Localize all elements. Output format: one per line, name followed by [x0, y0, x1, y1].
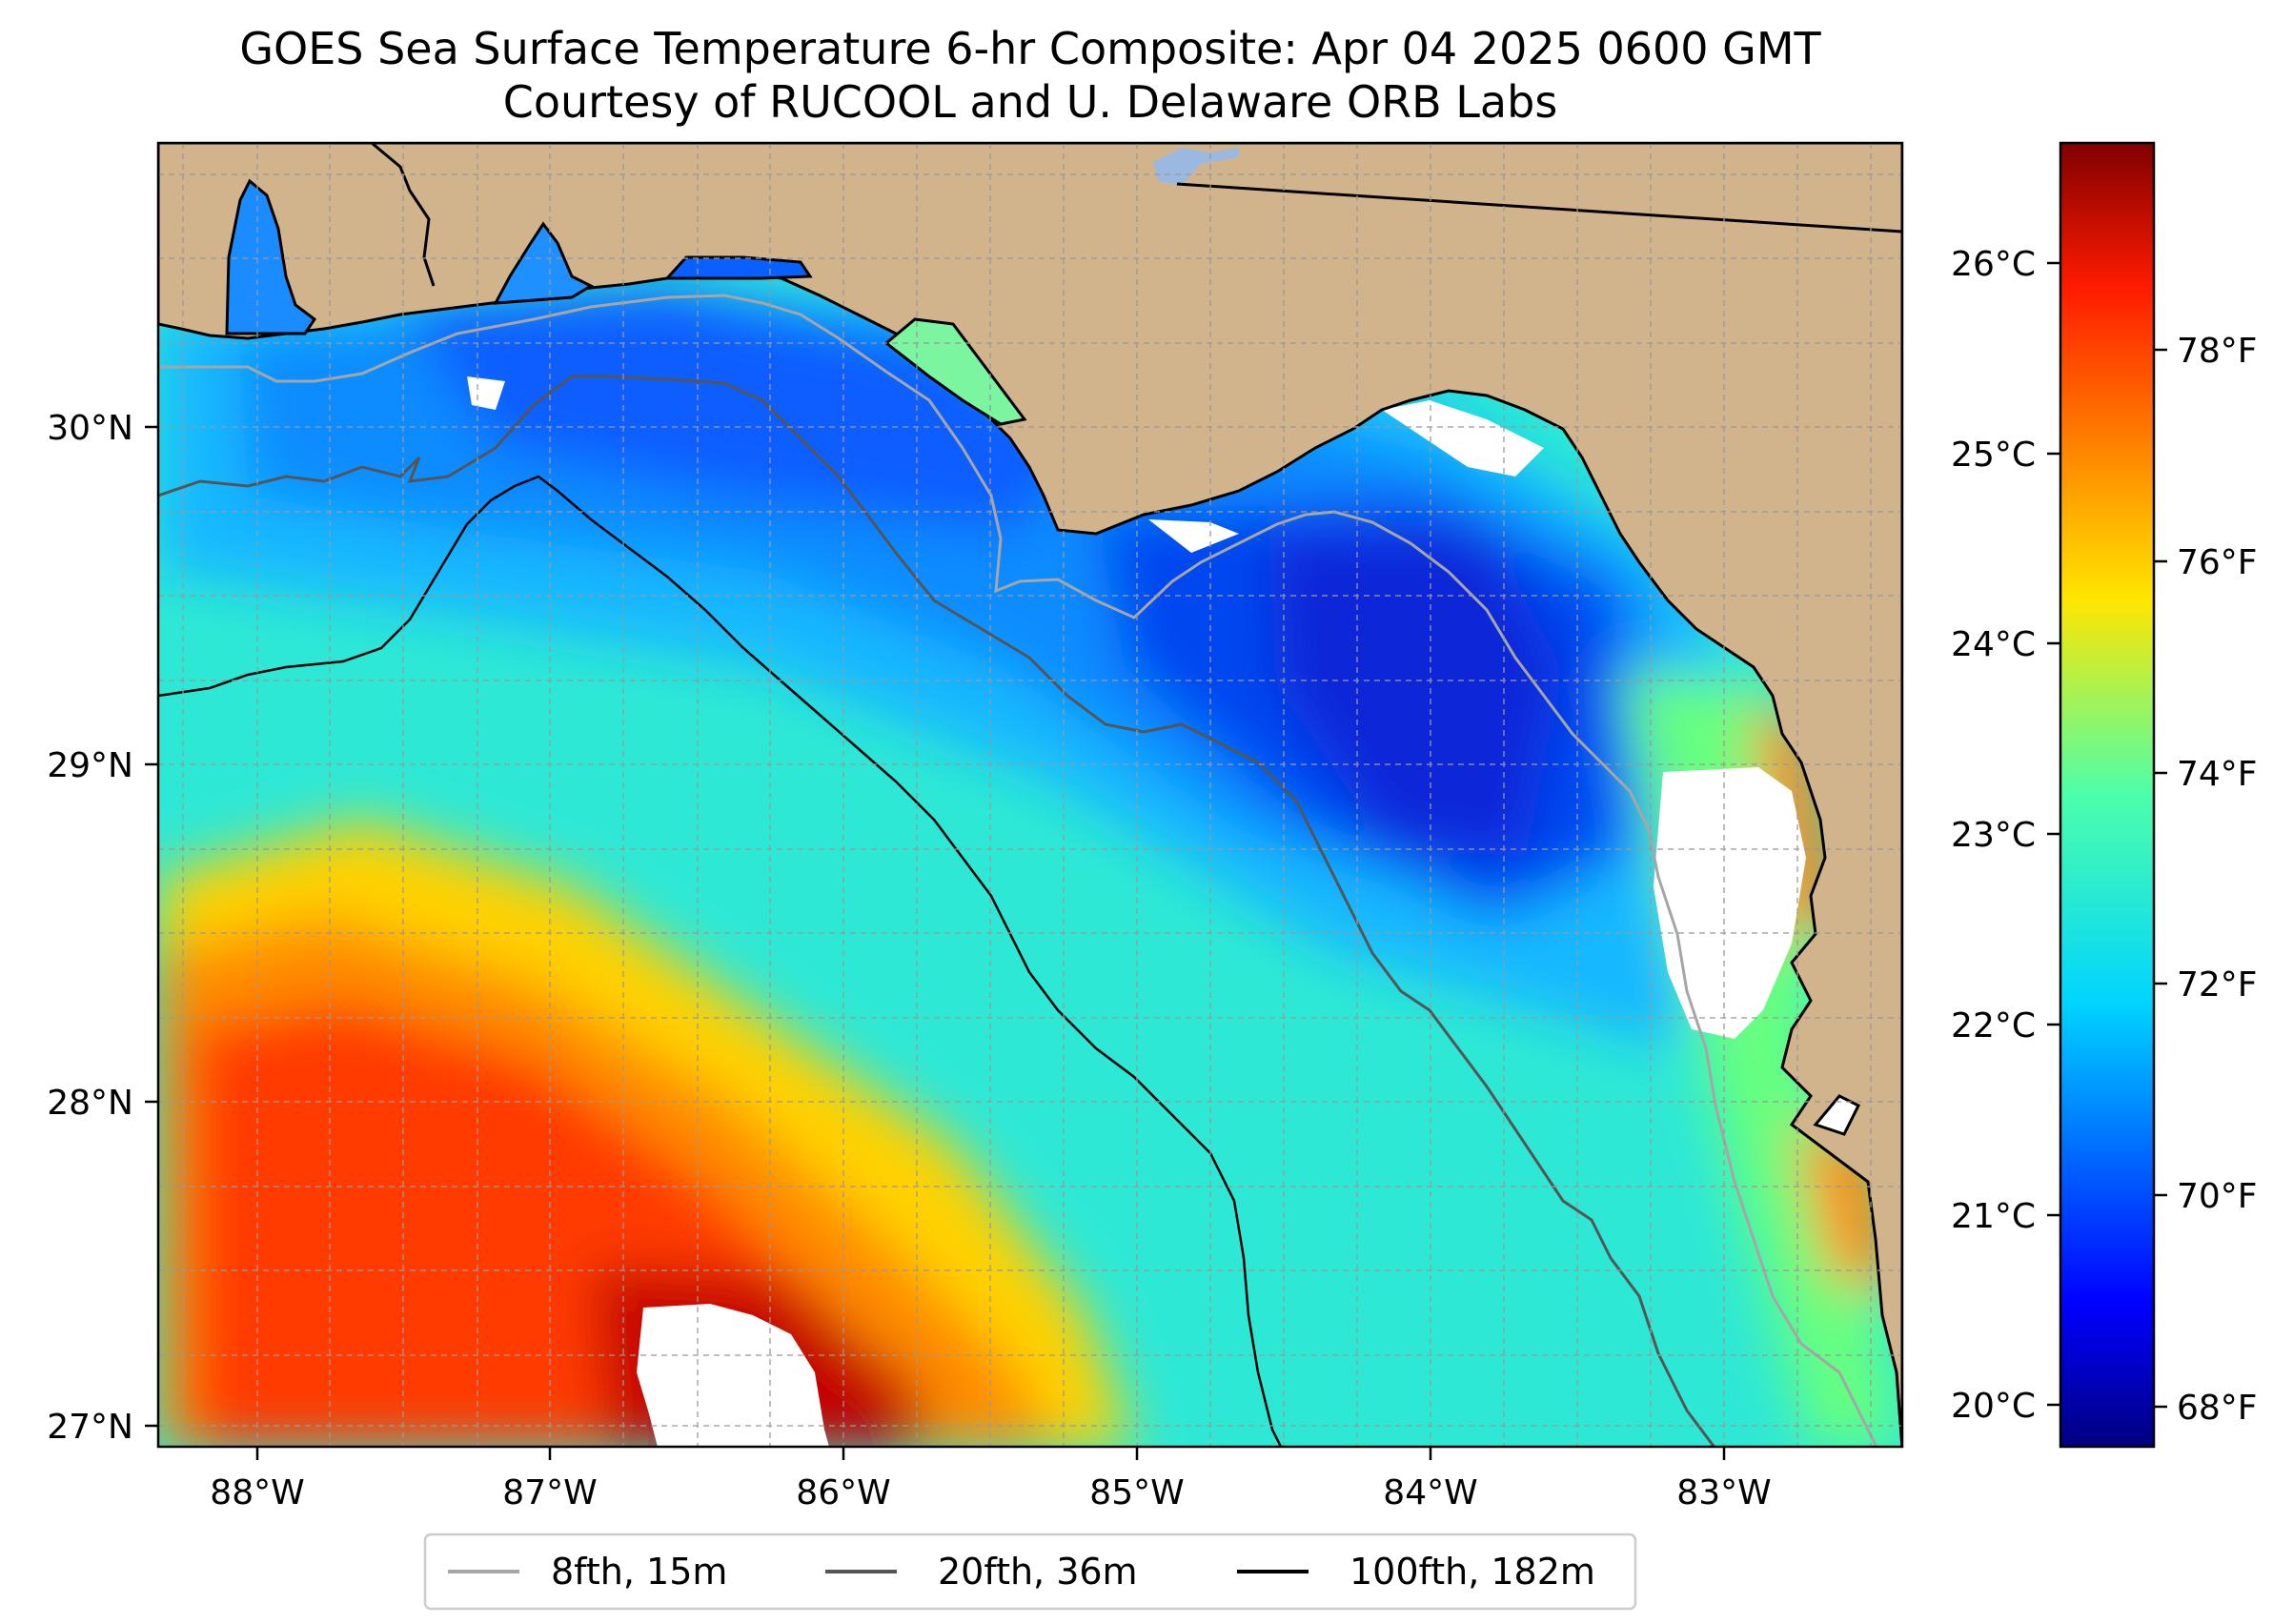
state-boundary	[1176, 182, 1902, 233]
colorbar-c-22: 22°C	[1951, 1006, 2036, 1045]
longitude-axis: 88°W 87°W 86°W 85°W 84°W 83°W	[210, 1473, 1771, 1512]
colorbar-f-68: 68°F	[2177, 1389, 2258, 1428]
colorbar-c-20: 20°C	[1951, 1387, 2036, 1426]
lat-tick-28n: 28°N	[47, 1084, 133, 1123]
lake-seminole	[1153, 148, 1239, 186]
map-area	[158, 143, 1902, 1447]
bay-pensacola	[493, 221, 595, 305]
lat-tick-30n: 30°N	[47, 409, 133, 448]
map-frame	[156, 141, 1904, 1449]
chart-title: GOES Sea Surface Temperature 6-hr Compos…	[239, 23, 1821, 74]
isobath-100fth	[158, 475, 1283, 1447]
colorbar-c-25: 25°C	[1951, 436, 2036, 475]
bay-mobile	[225, 178, 317, 335]
legend-label-8fth: 8fth, 15m	[551, 1551, 727, 1593]
lat-tick-29n: 29°N	[47, 746, 133, 785]
lat-tick-27n: 27°N	[47, 1408, 133, 1447]
latitude-axis: 30°N 29°N 28°N 27°N	[47, 409, 133, 1447]
colorbar-gradient	[2059, 141, 2156, 1449]
colorbar-f-78: 78°F	[2177, 332, 2258, 371]
lon-tick-87w: 87°W	[502, 1473, 597, 1512]
lon-tick-83w: 83°W	[1676, 1473, 1771, 1512]
colorbar-c-23: 23°C	[1951, 816, 2036, 855]
lon-tick-84w: 84°W	[1383, 1473, 1477, 1512]
no-data-areas	[467, 376, 1806, 1447]
chart-subtitle: Courtesy of RUCOOL and U. Delaware ORB L…	[502, 76, 1558, 128]
colorbar-f-70: 70°F	[2177, 1177, 2258, 1216]
colorbar-f-76: 76°F	[2177, 543, 2258, 582]
colorbar-f-72: 72°F	[2177, 965, 2258, 1005]
legend-box	[423, 1533, 1637, 1611]
map-gridlines	[158, 143, 1902, 1447]
bay-choctawhatchee	[663, 255, 813, 280]
legend-label-20fth: 20fth, 36m	[938, 1551, 1138, 1593]
lon-tick-88w: 88°W	[210, 1473, 304, 1512]
isobath-8fth	[158, 294, 1878, 1447]
legend-label-100fth: 100fth, 182m	[1349, 1551, 1595, 1593]
colorbar-f-74: 74°F	[2177, 755, 2258, 794]
isobath-20fth	[158, 375, 1716, 1447]
lon-tick-86w: 86°W	[796, 1473, 890, 1512]
colorbar-c-26: 26°C	[1951, 245, 2036, 284]
colorbar: 26°C 25°C 24°C 23°C 22°C 21°C 20°C 78°F …	[1951, 141, 2258, 1449]
isobath-legend: 8fth, 15m 20fth, 36m 100fth, 182m	[423, 1533, 1637, 1611]
bay-tampa	[1813, 1094, 1861, 1136]
state-boundary-al	[371, 143, 436, 287]
colorbar-c-24: 24°C	[1951, 625, 2036, 664]
lon-tick-85w: 85°W	[1089, 1473, 1184, 1512]
colorbar-c-21: 21°C	[1951, 1197, 2036, 1236]
axis-ticks	[145, 425, 1726, 1460]
